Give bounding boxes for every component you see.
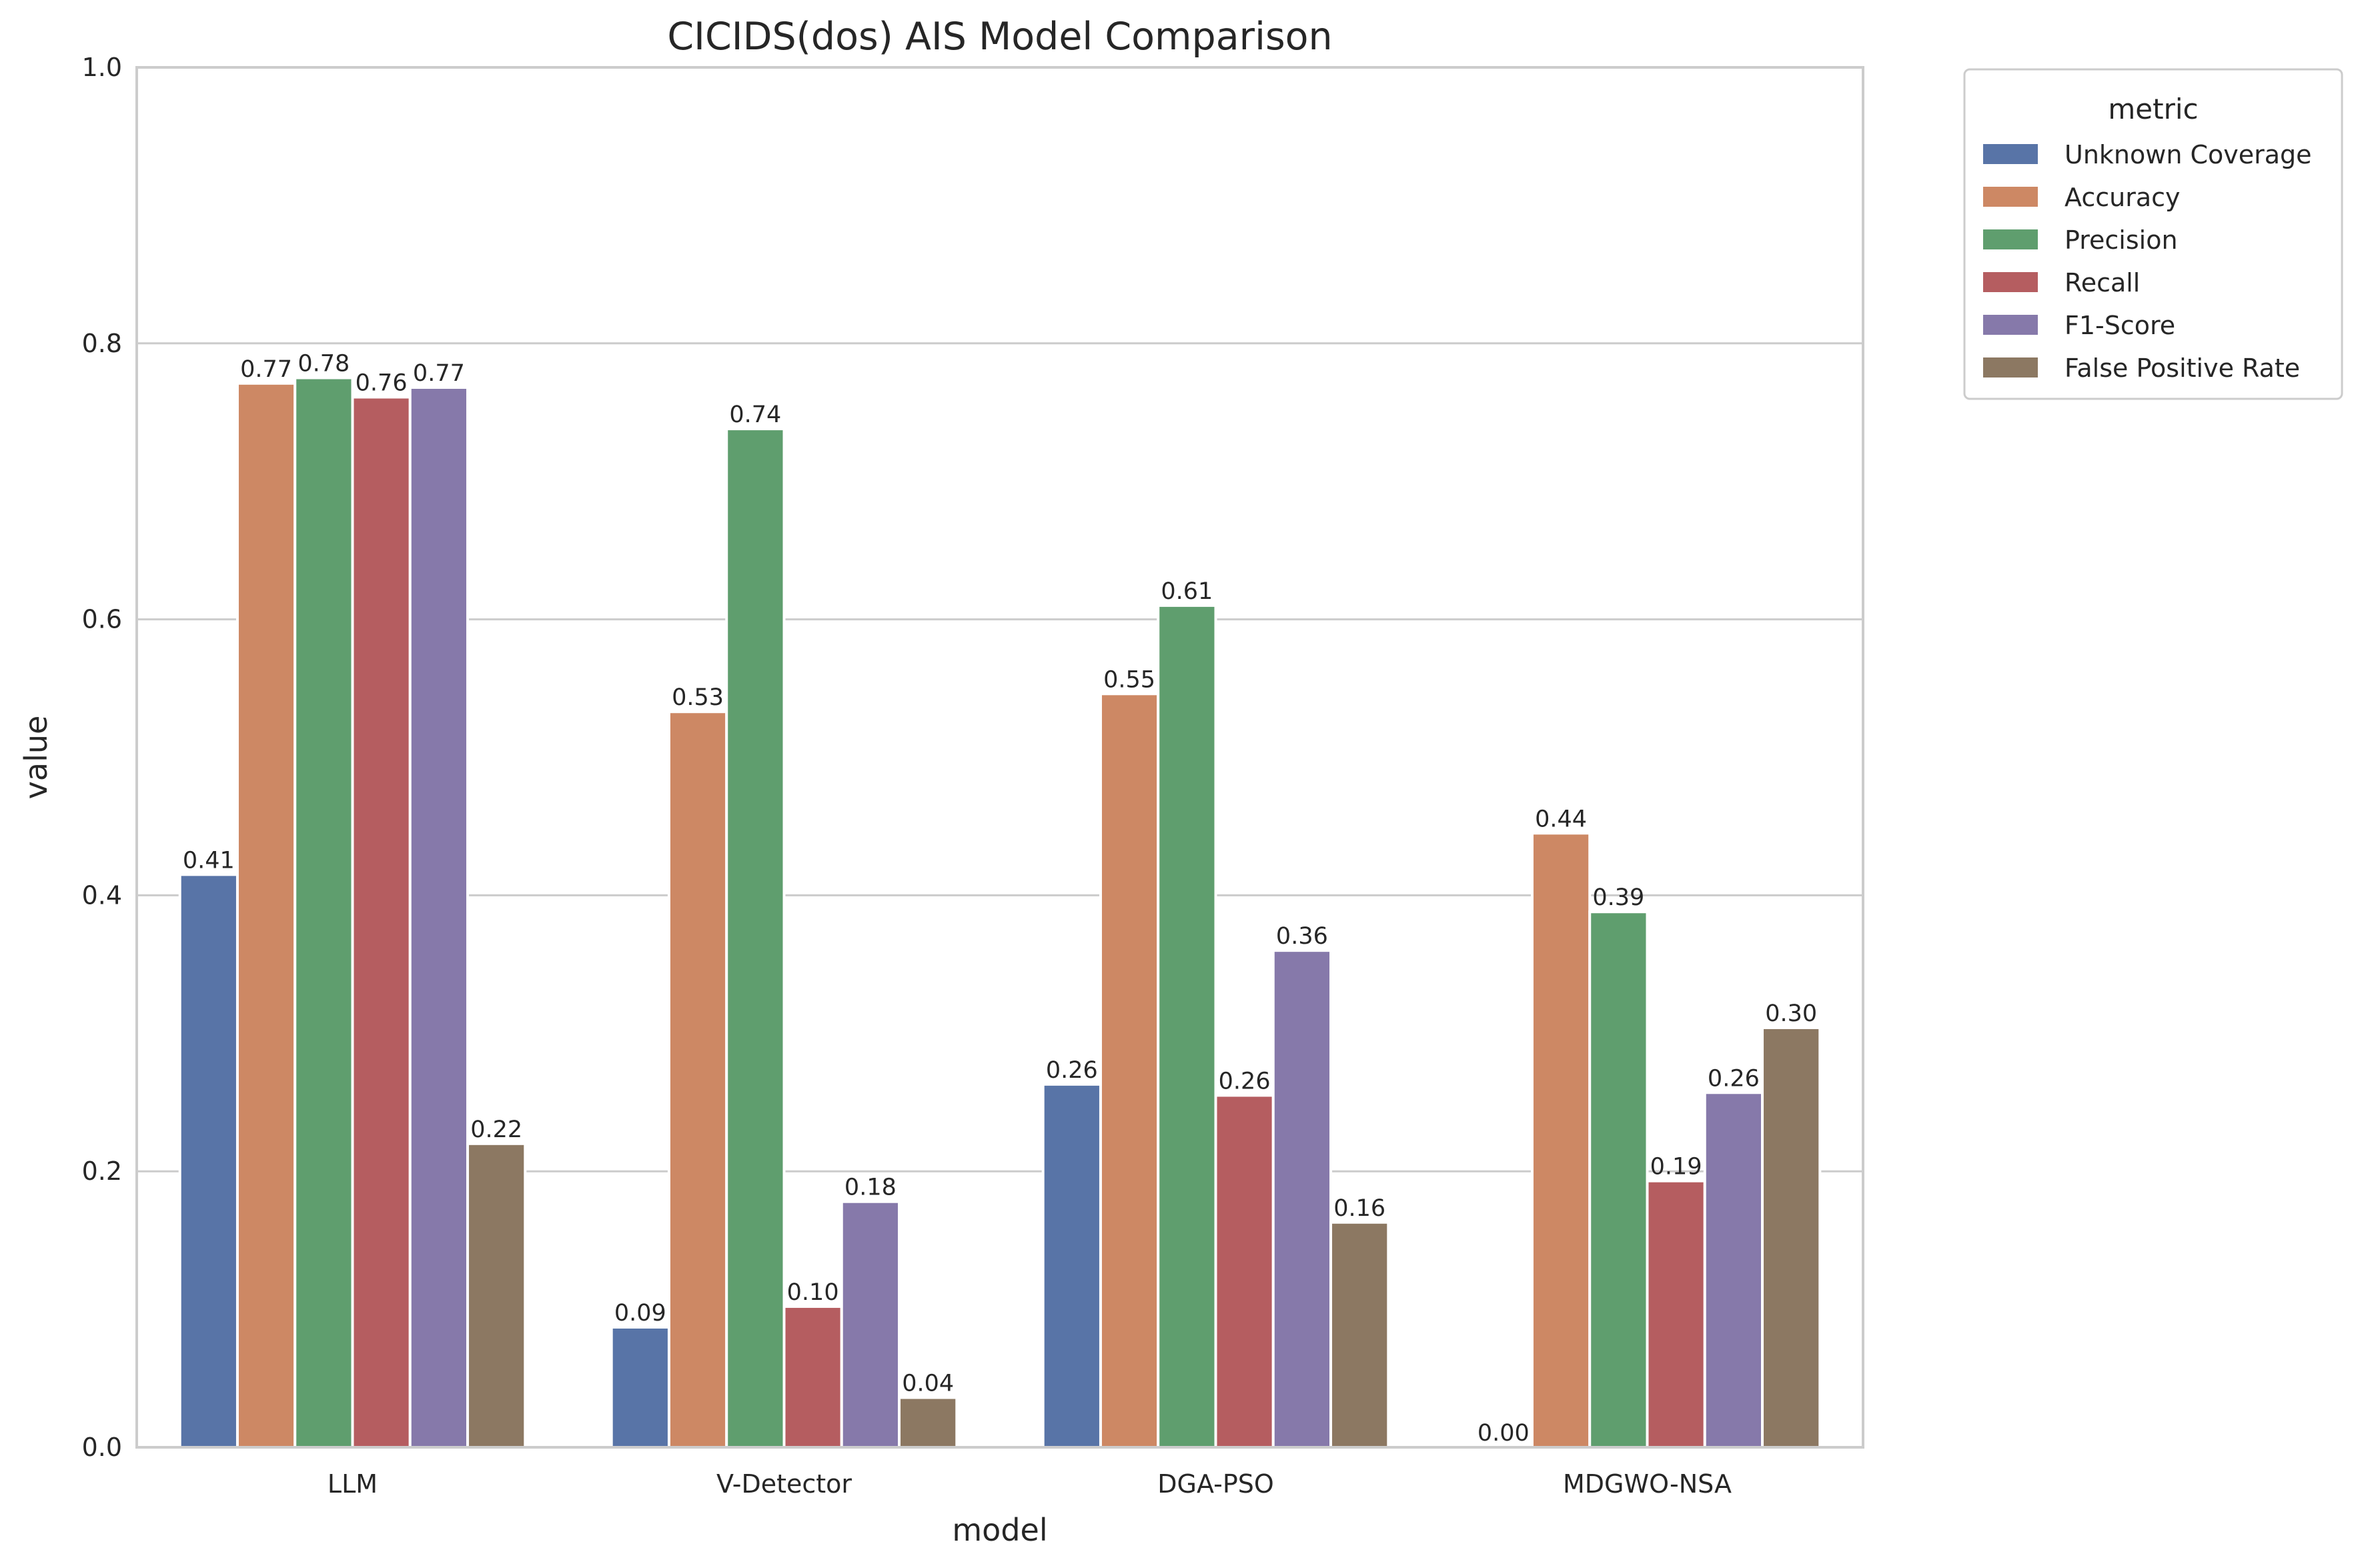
bar-value-label: 0.53	[672, 684, 724, 711]
bar-value-label: 0.09	[614, 1300, 666, 1327]
x-tick-label: V-Detector	[716, 1469, 852, 1499]
bar-value-label: 0.00	[1478, 1420, 1530, 1447]
bar-value-label: 0.76	[356, 369, 408, 396]
bar-value-label: 0.77	[240, 356, 292, 383]
bar	[725, 428, 786, 1449]
bar	[293, 376, 354, 1449]
bar-value-label: 0.36	[1276, 923, 1328, 950]
bar-value-label: 0.22	[470, 1116, 522, 1143]
plot-frame	[135, 66, 1864, 1449]
bar	[1588, 910, 1649, 1449]
bar-value-label: 0.26	[1708, 1065, 1760, 1092]
bar	[1761, 1026, 1822, 1449]
legend: metric Unknown Coverage Accuracy Precision…	[1963, 68, 2343, 400]
x-tick-label: MDGWO-NSA	[1563, 1469, 1732, 1499]
bar	[1271, 949, 1333, 1449]
bar	[898, 1396, 959, 1449]
legend-swatch	[1983, 229, 2038, 249]
bar	[1329, 1221, 1390, 1449]
legend-label: Accuracy	[2064, 183, 2181, 212]
bar-value-label: 0.44	[1535, 806, 1587, 832]
legend-box	[1963, 68, 2343, 400]
y-tick-label: 0.6	[82, 605, 122, 634]
legend-swatch	[1983, 315, 2038, 335]
bar	[782, 1305, 843, 1449]
bar	[840, 1200, 901, 1449]
bar-value-label: 0.39	[1592, 884, 1644, 911]
legend-label: False Positive Rate	[2064, 353, 2300, 383]
bar-value-label: 0.19	[1650, 1154, 1702, 1181]
bar	[1530, 832, 1592, 1449]
legend-label: Recall	[2064, 268, 2140, 297]
x-axis-label: model	[952, 1512, 1047, 1548]
bar-value-label: 0.77	[413, 360, 465, 387]
x-axis-ticks: LLM V-Detector DGA-PSO MDGWO-NSA	[328, 1469, 1732, 1499]
bar-value-label: 0.30	[1765, 1000, 1817, 1027]
x-tick-label: DGA-PSO	[1157, 1469, 1274, 1499]
y-tick-label: 1.0	[82, 53, 122, 82]
bar	[1703, 1091, 1764, 1449]
legend-swatch	[1983, 187, 2038, 207]
bar	[610, 1325, 670, 1449]
y-tick-label: 0.2	[82, 1156, 122, 1186]
bar-value-label: 0.78	[298, 351, 350, 377]
bar-value-label: 0.55	[1103, 666, 1155, 693]
bar-value-label: 0.18	[844, 1174, 897, 1201]
bar	[235, 381, 297, 1449]
y-tick-label: 0.0	[82, 1433, 122, 1462]
bar-value-label: 0.04	[902, 1371, 954, 1397]
bar	[351, 396, 412, 1449]
bar	[1099, 692, 1160, 1449]
legend-label: F1-Score	[2064, 311, 2175, 340]
bar-value-label: 0.26	[1046, 1057, 1098, 1084]
legend-label: Precision	[2064, 225, 2178, 255]
bar	[1041, 1082, 1102, 1449]
bar-value-label: 0.16	[1333, 1195, 1385, 1222]
legend-swatch	[1983, 144, 2038, 164]
bar	[466, 1142, 527, 1449]
bar	[667, 710, 728, 1449]
legend-swatch	[1983, 357, 2038, 377]
bar	[1646, 1179, 1706, 1449]
bar-value-label: 0.74	[729, 402, 781, 428]
bar	[408, 386, 470, 1449]
legend-label: Unknown Coverage	[2064, 140, 2312, 169]
bar-value-label: 0.10	[787, 1279, 839, 1306]
legend-title: metric	[2108, 93, 2198, 125]
legend-swatch	[1983, 272, 2038, 292]
bar-value-label: 0.41	[183, 847, 235, 874]
bar	[1157, 604, 1217, 1449]
x-tick-label: LLM	[328, 1469, 378, 1499]
y-axis-ticks: 0.0 0.2 0.4 0.6 0.8 1.0	[82, 53, 122, 1462]
y-tick-label: 0.8	[82, 329, 122, 358]
y-tick-label: 0.4	[82, 880, 122, 910]
y-axis-label: value	[18, 716, 54, 800]
bar-labels: 0.410.77 0.780.76 0.770.220.090.530.740.10…	[183, 351, 1817, 1447]
bar-value-label: 0.61	[1161, 578, 1213, 605]
bar	[178, 873, 239, 1449]
legend-items: Unknown Coverage Accuracy Precision Recall F…	[1983, 140, 2312, 383]
bar-value-label: 0.26	[1219, 1068, 1271, 1094]
chart-title: CICIDS(dos) AIS Model Comparison	[667, 15, 1332, 59]
bar	[1214, 1094, 1275, 1449]
bars	[178, 376, 1822, 1449]
